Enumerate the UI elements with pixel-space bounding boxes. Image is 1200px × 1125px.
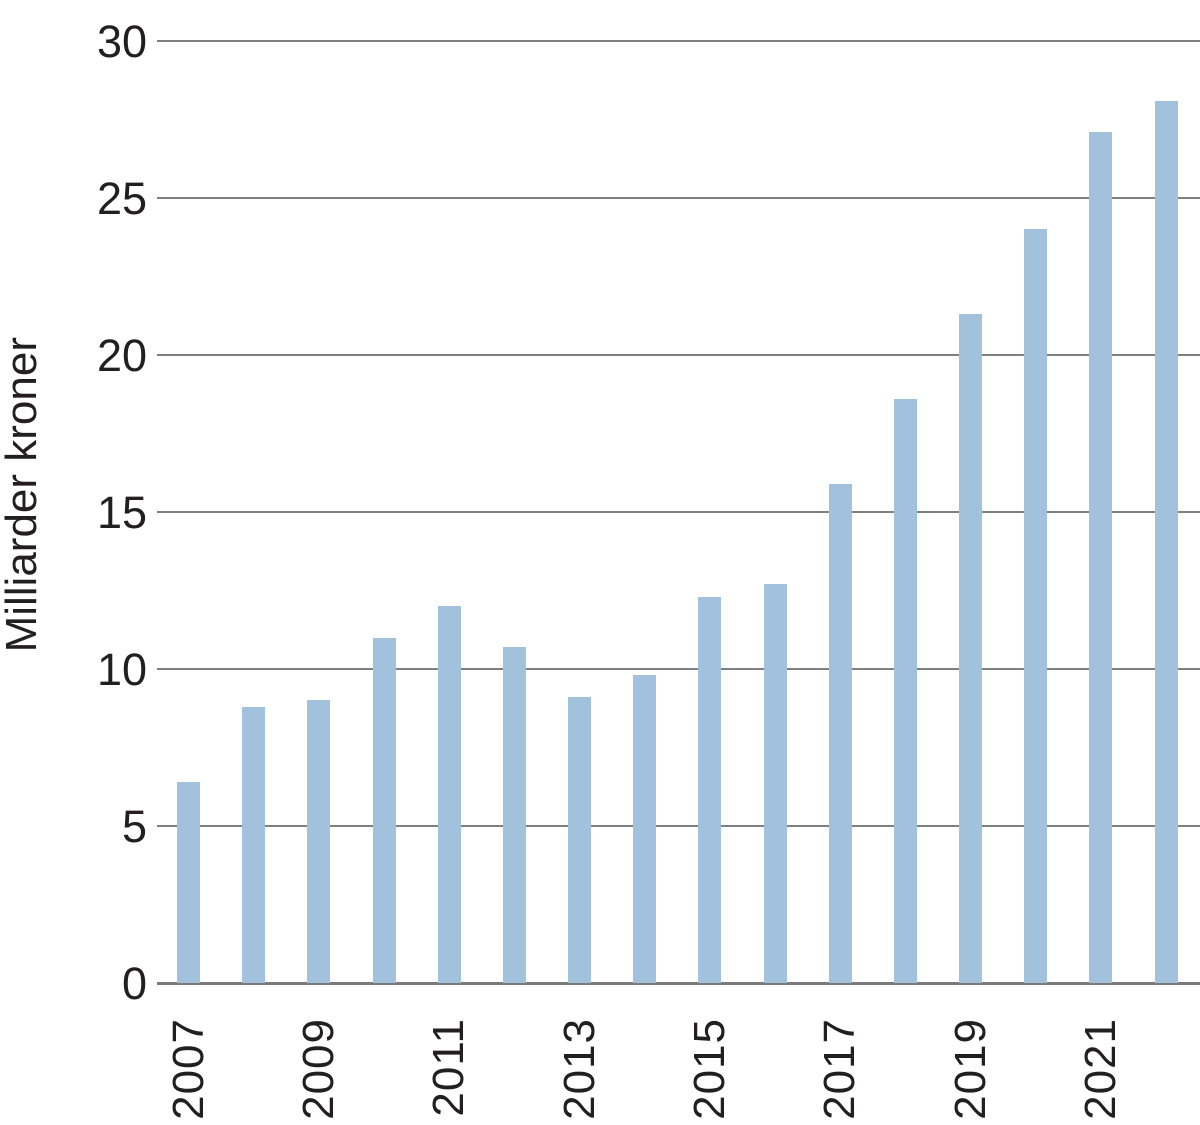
gridline-20 bbox=[157, 354, 1200, 356]
gridline-0 bbox=[157, 982, 1200, 985]
bar-2008 bbox=[242, 707, 266, 983]
gridline-15 bbox=[157, 511, 1200, 513]
plot-area bbox=[157, 40, 1200, 985]
x-tick-label-2009: 2009 bbox=[293, 1018, 343, 1120]
y-tick-label-0: 0 bbox=[121, 958, 147, 1009]
x-tick-label-2007: 2007 bbox=[163, 1018, 213, 1120]
bar-2010 bbox=[372, 638, 396, 983]
x-tick-label-2015: 2015 bbox=[684, 1018, 734, 1120]
y-tick-label-10: 10 bbox=[96, 644, 147, 695]
x-tick-label-2011: 2011 bbox=[424, 1018, 474, 1117]
bar-2014 bbox=[633, 675, 657, 983]
bar-2019 bbox=[959, 314, 983, 983]
gridline-30 bbox=[157, 40, 1200, 42]
x-tick-label-2021: 2021 bbox=[1075, 1018, 1125, 1120]
bar-2022 bbox=[1154, 101, 1178, 983]
bar-2009 bbox=[307, 700, 331, 983]
bar-2012 bbox=[502, 647, 526, 983]
bar-2007 bbox=[177, 782, 200, 983]
y-tick-label-15: 15 bbox=[96, 487, 147, 538]
x-tick-label-2017: 2017 bbox=[815, 1018, 865, 1120]
y-tick-label-5: 5 bbox=[121, 801, 147, 852]
bar-2011 bbox=[437, 606, 461, 983]
x-tick-label-2019: 2019 bbox=[945, 1018, 995, 1120]
bar-2013 bbox=[568, 697, 592, 983]
gridline-10 bbox=[157, 668, 1200, 670]
bar-2016 bbox=[763, 584, 787, 983]
bar-2020 bbox=[1024, 229, 1048, 983]
bar-2017 bbox=[828, 484, 852, 983]
bar-2021 bbox=[1089, 132, 1113, 983]
y-axis-tick-labels: 0 5 10 15 20 25 30 bbox=[0, 0, 147, 1125]
y-tick-label-20: 20 bbox=[96, 330, 147, 381]
y-tick-label-30: 30 bbox=[96, 16, 147, 67]
x-tick-label-2013: 2013 bbox=[554, 1018, 604, 1120]
bar-2018 bbox=[893, 399, 917, 983]
gridline-5 bbox=[157, 825, 1200, 827]
y-tick-label-25: 25 bbox=[96, 173, 147, 224]
gridline-25 bbox=[157, 197, 1200, 199]
bar-2015 bbox=[698, 597, 722, 983]
